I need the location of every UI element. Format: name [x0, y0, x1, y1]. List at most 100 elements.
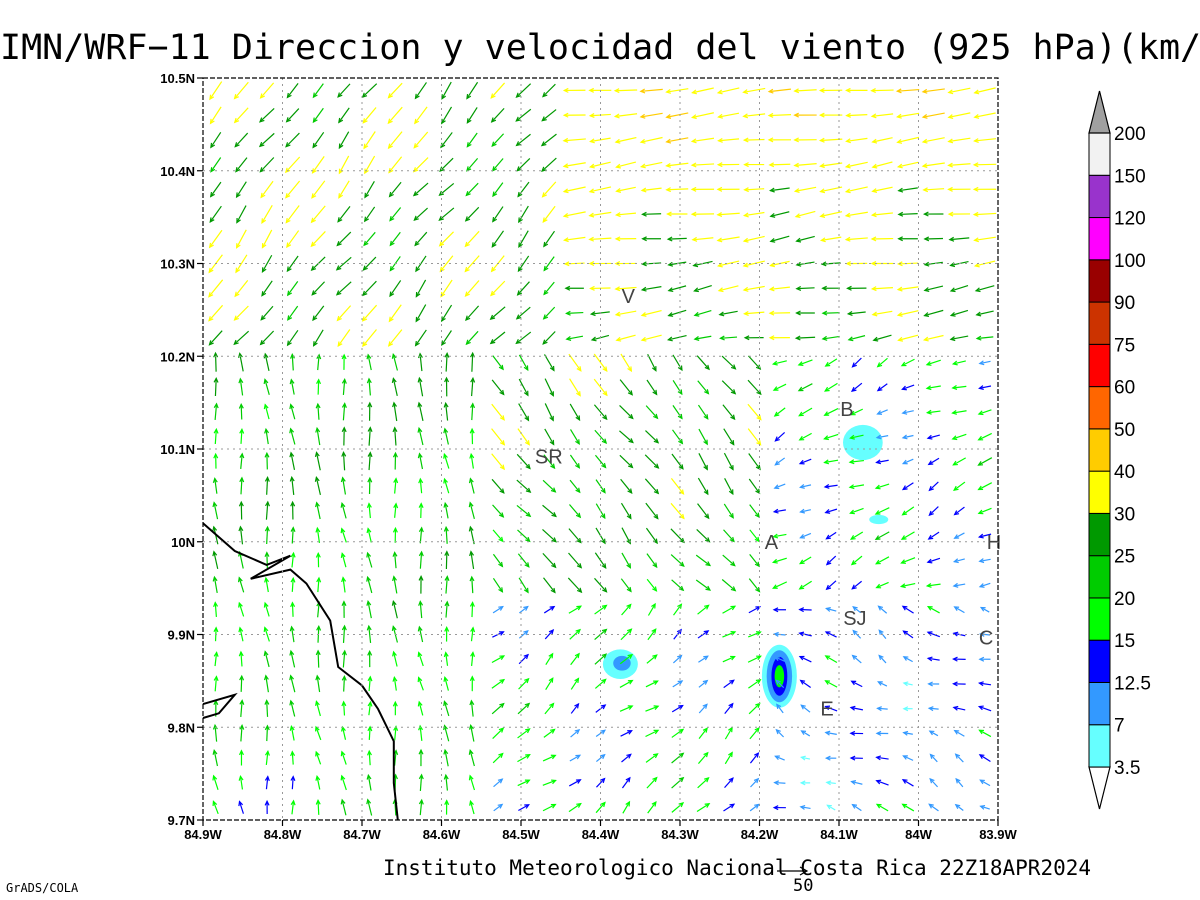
wind-vector — [954, 803, 964, 811]
wind-vector — [259, 330, 275, 346]
wind-vector — [444, 626, 450, 642]
wind-vector — [264, 699, 270, 717]
wind-vector — [672, 680, 684, 688]
wind-vector — [363, 231, 376, 247]
wind-vector — [568, 552, 583, 569]
wind-vector — [697, 777, 710, 789]
wind-vector — [639, 112, 663, 119]
wind-vector — [620, 578, 632, 593]
wind-vector — [543, 256, 555, 272]
wind-vector — [671, 579, 685, 592]
wind-vector — [724, 478, 734, 496]
wind-vector — [614, 236, 637, 242]
wind-vector — [569, 628, 581, 640]
x-tick-label: 84.3W — [661, 827, 699, 842]
wind-vector — [490, 82, 506, 99]
wind-vector — [469, 452, 475, 469]
wind-vector — [871, 161, 893, 169]
wind-vector — [776, 703, 784, 714]
map-title: IMN/WRF−11 Direccion y velocidad del vie… — [0, 28, 1200, 68]
wind-vector — [874, 531, 890, 540]
wind-vector — [212, 501, 219, 520]
wind-vector — [570, 652, 580, 666]
wind-vector — [845, 137, 868, 144]
wind-vector — [315, 551, 321, 568]
wind-vector — [697, 503, 710, 520]
wind-vector — [285, 108, 300, 123]
wind-vector — [927, 706, 939, 712]
wind-vector — [316, 353, 322, 371]
wind-vector — [315, 501, 321, 520]
wind-vector — [949, 335, 969, 342]
wind-vector — [849, 434, 864, 440]
wind-vector — [492, 553, 504, 568]
wind-vector — [672, 429, 684, 445]
legend-label: 90 — [1114, 293, 1135, 314]
wind-vector — [897, 236, 918, 242]
wind-vector — [264, 525, 270, 545]
wind-vector — [341, 378, 347, 395]
wind-vector — [615, 161, 637, 169]
wind-vector — [947, 162, 971, 168]
wind-vector — [800, 755, 811, 761]
wind-vector — [315, 402, 321, 420]
wind-vector — [645, 729, 660, 738]
wind-vector — [922, 211, 944, 217]
wind-vector — [698, 679, 709, 688]
wind-vector — [793, 186, 817, 194]
wind-vector — [341, 426, 347, 446]
wind-vector — [441, 81, 452, 100]
wind-vector — [825, 607, 837, 612]
wind-vector — [614, 136, 637, 144]
wind-vector — [768, 162, 791, 168]
wind-vector — [698, 727, 708, 739]
wind-vector — [285, 132, 300, 148]
wind-vector — [493, 778, 504, 788]
wind-vector — [716, 87, 740, 95]
wind-vector — [671, 776, 685, 789]
wind-vector — [315, 649, 321, 668]
wind-vector — [285, 205, 300, 224]
wind-vector — [793, 112, 817, 118]
wind-vector — [569, 754, 582, 762]
wind-vector — [569, 403, 581, 422]
wind-vector — [647, 353, 657, 372]
wind-vector — [468, 501, 475, 520]
wind-vector — [877, 605, 888, 614]
wind-vector — [314, 476, 322, 495]
wind-vector — [469, 699, 475, 717]
wind-vector — [264, 724, 270, 742]
wind-vector — [870, 236, 894, 242]
wind-vector — [516, 479, 532, 494]
wind-vector — [570, 702, 580, 714]
wind-vector — [517, 529, 531, 543]
wind-vector — [823, 433, 839, 441]
wind-vector — [469, 601, 475, 618]
wind-vector — [568, 528, 582, 544]
wind-vector — [948, 236, 970, 242]
wind-vector — [213, 675, 219, 692]
wind-vector — [723, 503, 734, 519]
wind-vector — [972, 186, 997, 192]
wind-vector — [774, 431, 786, 442]
wind-vector — [902, 681, 913, 687]
wind-vector — [562, 186, 586, 194]
wind-vector — [977, 432, 992, 441]
wind-vector — [562, 162, 586, 169]
wind-vector — [568, 779, 582, 787]
wind-vector — [392, 526, 398, 543]
wind-vector — [417, 452, 424, 470]
wind-vector — [568, 605, 583, 614]
wind-vector — [614, 212, 636, 218]
wind-vector — [544, 403, 554, 422]
wind-vector — [470, 651, 476, 667]
wind-vector — [544, 702, 555, 715]
coastline-path — [202, 692, 238, 719]
wind-vector — [464, 230, 480, 248]
wind-vector — [412, 182, 429, 197]
wind-vector — [615, 334, 636, 342]
wind-vector — [316, 378, 322, 395]
wind-vector — [952, 558, 965, 564]
wind-vector — [742, 87, 766, 95]
wind-vector — [928, 481, 939, 492]
